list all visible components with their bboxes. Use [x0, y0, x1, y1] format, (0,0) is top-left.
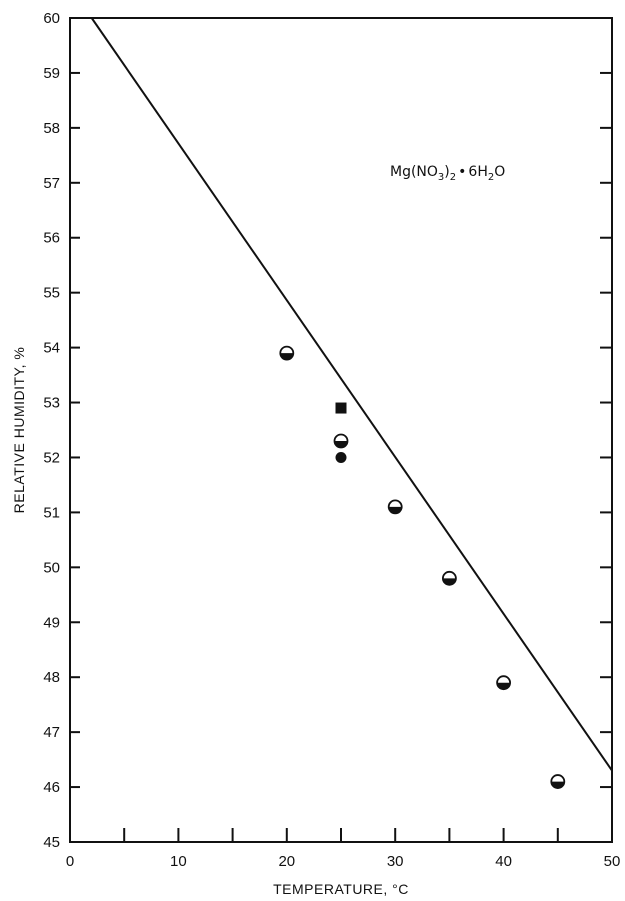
y-tick-label: 52 [43, 449, 60, 466]
data-point-half-filled [279, 345, 295, 361]
data-point-half-filled [550, 774, 566, 789]
data-point-filled-square [335, 402, 347, 414]
compound-label: Mg(NO3)2 • 6H2O [390, 164, 505, 183]
x-tick-label: 0 [66, 853, 74, 870]
x-tick-label: 40 [495, 853, 512, 870]
data-points [279, 345, 566, 789]
y-tick-label: 45 [43, 834, 60, 851]
data-point-half-filled [496, 675, 512, 691]
data-point-half-filled [441, 570, 457, 586]
tick-labels: 0 10 20 30 40 50 45 46 47 48 49 50 51 52 53 54 55 56 57 58 5… [43, 10, 620, 870]
x-tick-label: 30 [387, 853, 404, 870]
y-tick-label: 50 [43, 559, 60, 576]
y-tick-label: 54 [43, 340, 60, 357]
y-axis-title: RELATIVE HUMIDITY, % [11, 347, 27, 514]
data-point-half-filled [333, 433, 349, 449]
data-point-half-filled [387, 499, 403, 515]
y-tick-label: 51 [43, 504, 60, 521]
y-tick-label: 56 [43, 230, 60, 247]
x-tick-label: 50 [604, 853, 621, 870]
trend-line [90, 17, 613, 772]
y-tick-label: 47 [43, 724, 60, 741]
y-tick-label: 60 [43, 10, 60, 27]
y-tick-label: 48 [43, 669, 60, 686]
y-tick-label: 58 [43, 120, 60, 137]
y-tick-label: 49 [43, 614, 60, 631]
x-tick-label: 10 [170, 853, 187, 870]
y-tick-label: 53 [43, 395, 60, 412]
y-tick-label: 57 [43, 175, 60, 192]
x-axis-title: TEMPERATURE, °C [273, 881, 409, 897]
plot-frame [69, 17, 613, 843]
tick-marks [69, 17, 613, 843]
y-tick-label: 55 [43, 285, 60, 302]
data-point-filled-circle [335, 451, 347, 463]
y-tick-label: 59 [43, 65, 60, 82]
x-tick-label: 20 [278, 853, 295, 870]
y-tick-label: 46 [43, 779, 60, 796]
